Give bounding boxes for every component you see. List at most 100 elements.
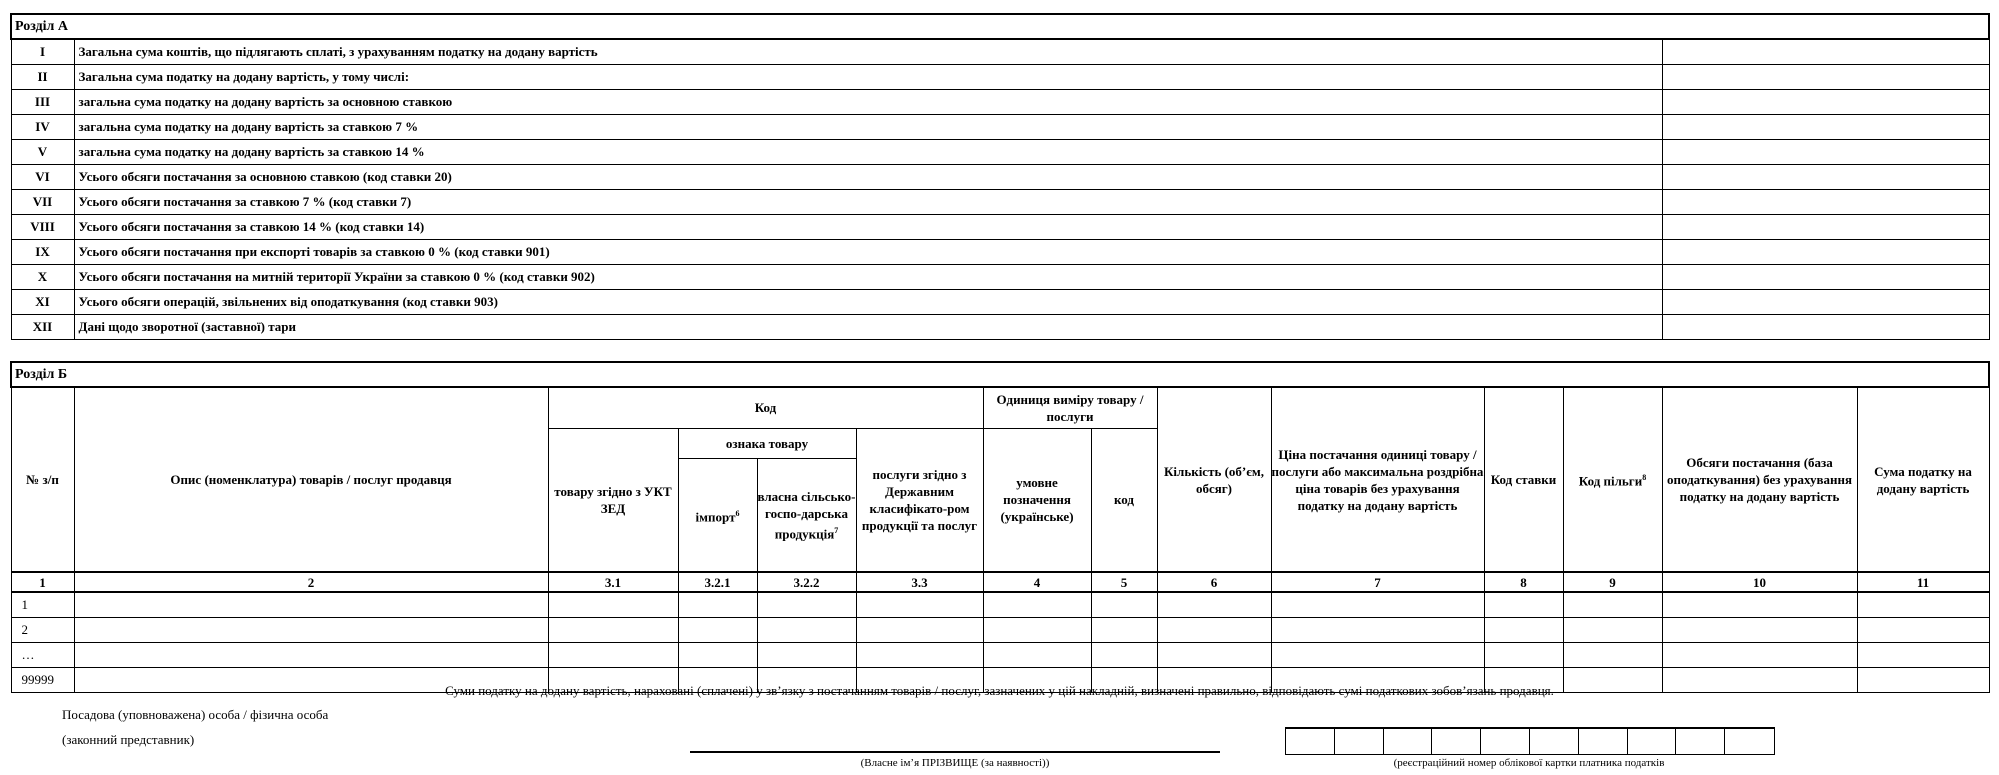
data-cell[interactable] <box>982 616 1092 643</box>
data-cell[interactable] <box>1270 641 1485 668</box>
data-cell[interactable] <box>1661 616 1858 643</box>
data-cell[interactable] <box>855 666 984 693</box>
data-cell[interactable] <box>982 666 1092 693</box>
data-cell[interactable] <box>1090 641 1158 668</box>
row-description: Загальна сума коштів, що підлягають спла… <box>73 38 1663 65</box>
data-cell[interactable] <box>982 641 1092 668</box>
row-number: VIII <box>10 213 75 240</box>
row-value-cell[interactable] <box>1661 38 1990 65</box>
registration-number-boxes[interactable] <box>1285 727 1775 755</box>
data-cell[interactable] <box>73 591 549 618</box>
digit-box[interactable] <box>1628 729 1677 754</box>
section-a-table: Розділ А I Загальна сума коштів, що підля… <box>10 13 1990 340</box>
section-a-row: X Усього обсяги постачання на митній тери… <box>10 263 1990 290</box>
row-value-cell[interactable] <box>1661 288 1990 315</box>
data-cell[interactable] <box>1270 666 1485 693</box>
column-index: 2 <box>73 571 549 593</box>
data-cell[interactable] <box>1270 616 1485 643</box>
data-cell[interactable] <box>756 666 857 693</box>
row-value-cell[interactable] <box>1661 138 1990 165</box>
data-cell[interactable] <box>855 591 984 618</box>
row-number: III <box>10 88 75 115</box>
header-volume: Обсяги постачання (база оподаткування) б… <box>1661 386 1858 573</box>
header-uktzed: товару згідно з УКТ ЗЕД <box>547 427 679 573</box>
header-num: № з/п <box>10 386 75 573</box>
row-value-cell[interactable] <box>1661 163 1990 190</box>
row-number: I <box>10 38 75 65</box>
digit-box[interactable] <box>1481 729 1530 754</box>
digit-box[interactable] <box>1335 729 1384 754</box>
data-cell[interactable] <box>1483 591 1564 618</box>
column-index: 10 <box>1661 571 1858 593</box>
data-cell[interactable] <box>1090 591 1158 618</box>
row-value-cell[interactable] <box>1661 113 1990 140</box>
data-cell[interactable] <box>1562 641 1663 668</box>
digit-box[interactable] <box>1432 729 1482 754</box>
digit-box[interactable] <box>1384 729 1433 754</box>
row-value-cell[interactable] <box>1661 238 1990 265</box>
data-cell[interactable] <box>677 666 758 693</box>
row-value-cell[interactable] <box>1661 88 1990 115</box>
row-description: Загальна сума податку на додану вартість… <box>73 63 1663 90</box>
data-cell[interactable] <box>1562 616 1663 643</box>
row-number: VI <box>10 163 75 190</box>
data-cell[interactable] <box>1661 666 1858 693</box>
row-description: Усього обсяги постачання за ставкою 7 % … <box>73 188 1663 215</box>
data-cell[interactable] <box>1156 616 1272 643</box>
row-value-cell[interactable] <box>1661 213 1990 240</box>
section-a-row: XII Дані щодо зворотної (заставної) тари <box>10 313 1990 340</box>
column-index: 7 <box>1270 571 1485 593</box>
digit-box[interactable] <box>1286 729 1335 754</box>
data-cell[interactable] <box>1483 616 1564 643</box>
digit-box[interactable] <box>1725 729 1774 754</box>
row-value-cell[interactable] <box>1661 63 1990 90</box>
data-cell[interactable] <box>677 591 758 618</box>
data-cell[interactable] <box>1562 591 1663 618</box>
data-cell[interactable] <box>1156 666 1272 693</box>
data-cell[interactable] <box>1156 591 1272 618</box>
row-value-cell[interactable] <box>1661 263 1990 290</box>
data-cell[interactable] <box>982 591 1092 618</box>
data-cell[interactable] <box>547 666 679 693</box>
digit-box[interactable] <box>1530 729 1579 754</box>
footer-person: Посадова (уповноважена) особа / фізична … <box>62 707 329 722</box>
data-cell[interactable] <box>1661 641 1858 668</box>
data-cell[interactable] <box>1856 616 1990 643</box>
data-cell[interactable] <box>1856 591 1990 618</box>
data-cell[interactable] <box>1483 666 1564 693</box>
data-cell[interactable] <box>73 641 549 668</box>
data-cell[interactable] <box>677 616 758 643</box>
data-cell[interactable] <box>677 641 758 668</box>
digit-box[interactable] <box>1676 729 1726 754</box>
data-cell[interactable] <box>756 616 857 643</box>
data-cell[interactable] <box>756 641 857 668</box>
data-cell[interactable] <box>1661 591 1858 618</box>
data-cell[interactable] <box>1856 666 1990 693</box>
data-cell[interactable] <box>547 641 679 668</box>
data-cell[interactable] <box>547 591 679 618</box>
data-cell[interactable] <box>73 616 549 643</box>
column-index-row: 1 2 3.1 3.2.1 3.2.2 3.3 4 5 6 7 8 9 10 11 <box>10 571 1990 593</box>
data-cell[interactable] <box>1856 641 1990 668</box>
data-cell[interactable] <box>855 616 984 643</box>
signature-line[interactable] <box>690 751 1220 753</box>
data-cell[interactable] <box>1090 616 1158 643</box>
section-a-row: III загальна сума податку на додану варті… <box>10 88 1990 115</box>
section-a-title: Розділ А <box>10 13 1990 40</box>
data-cell[interactable] <box>756 591 857 618</box>
data-cell[interactable] <box>1156 641 1272 668</box>
data-cell[interactable] <box>1270 591 1485 618</box>
data-cell[interactable] <box>1483 641 1564 668</box>
section-a-row: VII Усього обсяги постачання за ставкою 7… <box>10 188 1990 215</box>
data-cell[interactable] <box>1562 666 1663 693</box>
digit-box[interactable] <box>1579 729 1628 754</box>
data-cell[interactable] <box>855 641 984 668</box>
row-value-cell[interactable] <box>1661 188 1990 215</box>
row-value-cell[interactable] <box>1661 313 1990 340</box>
column-index: 4 <box>982 571 1092 593</box>
data-cell[interactable] <box>547 616 679 643</box>
footnote-ref: 6 <box>735 508 740 518</box>
header-code: Код <box>547 386 984 429</box>
data-cell[interactable] <box>73 666 549 693</box>
row-number: V <box>10 138 75 165</box>
